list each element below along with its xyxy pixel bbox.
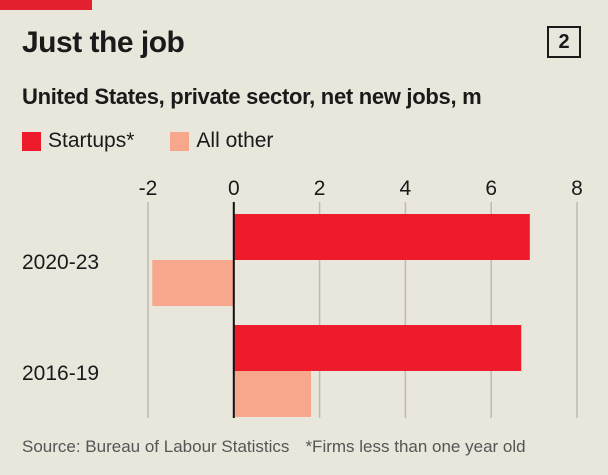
legend-label-startups: Startups* <box>48 129 135 152</box>
accent-bar <box>0 0 92 10</box>
bar-startups <box>233 325 522 371</box>
source-text: Source: Bureau of Labour Statistics <box>22 437 290 456</box>
legend-label-other: All other <box>196 129 274 152</box>
legend-item-startups: Startups* <box>22 129 134 153</box>
legend: Startups* All other <box>22 128 309 154</box>
bar-startups <box>233 214 530 260</box>
bar-other <box>233 371 312 417</box>
category-label: 2020-23 <box>22 251 99 274</box>
legend-swatch-other <box>170 131 190 151</box>
legend-item-other: All other <box>170 129 273 153</box>
source-note: Source: Bureau of Labour Statistics *Firm… <box>22 437 526 457</box>
bar-other <box>152 260 234 306</box>
chart-number-badge: 2 <box>547 26 581 58</box>
x-tick-label: 6 <box>485 177 497 200</box>
x-tick-label: 8 <box>571 177 583 200</box>
x-tick-label: -2 <box>139 177 158 200</box>
x-tick-label: 0 <box>228 177 240 200</box>
x-tick-label: 4 <box>400 177 412 200</box>
chart-title: Just the job <box>22 26 185 59</box>
footnote-text: *Firms less than one year old <box>305 437 526 456</box>
legend-swatch-startups <box>22 131 41 151</box>
category-label: 2016-19 <box>22 362 99 385</box>
x-tick-label: 2 <box>314 177 326 200</box>
chart-subtitle: United States, private sector, net new j… <box>22 84 482 109</box>
